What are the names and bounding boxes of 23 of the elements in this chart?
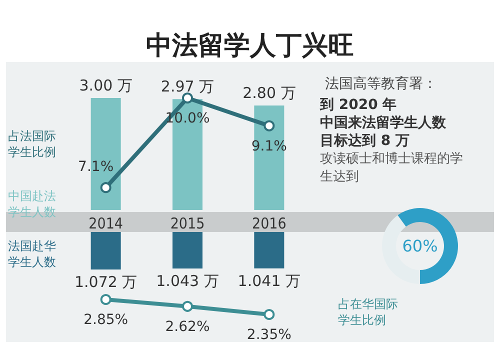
data-label: 2.35%	[246, 327, 292, 343]
data-label: 1.072 万	[74, 273, 138, 292]
text: 中国来法留学生人数	[320, 115, 447, 131]
data-label: 2.97 万	[160, 78, 214, 96]
data-label: 1.043 万	[156, 272, 219, 290]
text: 法国赴华学生人数	[8, 239, 56, 269]
x-tick-label: 2016	[252, 214, 286, 232]
text: 占在华国际学生比例	[338, 297, 398, 327]
x-tick-label: 2015	[170, 214, 205, 232]
data-label: 2.85%	[84, 312, 128, 328]
data-label: 2.62%	[165, 318, 210, 335]
text: 目标达到 8 万	[320, 133, 410, 149]
chart-title: 中法留学人丁兴旺	[146, 31, 354, 61]
text: 攻读硕士和博士课程的学生达到	[320, 152, 463, 184]
data-label: 2.80 万	[242, 84, 296, 102]
text: 中国赴法学生人数	[8, 189, 56, 219]
data-label: 1.041 万	[238, 272, 301, 290]
data-label: 3.00 万	[79, 76, 132, 94]
data-label: 60%	[402, 236, 438, 256]
chart-title: 法国高等教育署：	[325, 75, 437, 92]
text: 占法国际学生比例	[8, 129, 56, 159]
x-tick-label: 2014	[88, 214, 124, 232]
text: 到 2020 年	[319, 97, 397, 113]
